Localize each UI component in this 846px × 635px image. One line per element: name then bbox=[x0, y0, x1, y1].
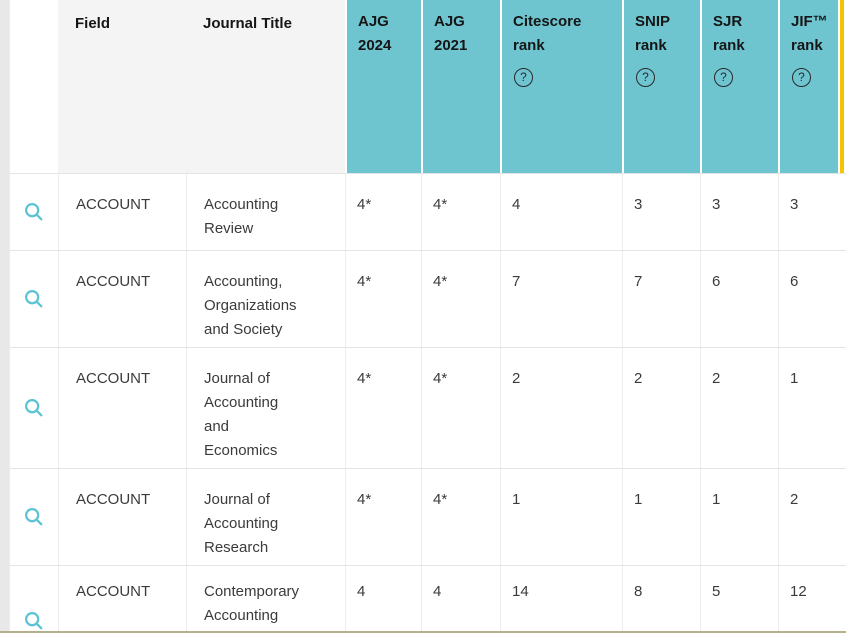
help-icon[interactable]: ? bbox=[514, 68, 533, 87]
header-label: SNIP rank bbox=[635, 13, 670, 54]
header-label: SJR rank bbox=[713, 13, 745, 54]
help-icon[interactable]: ? bbox=[636, 68, 655, 87]
jif-rank-cell: 6 bbox=[778, 251, 846, 347]
citescore-rank-cell: 1 bbox=[500, 469, 622, 565]
table-row: ACCOUNT Accounting, Organizations and So… bbox=[9, 250, 846, 347]
table-row: ACCOUNT Journal of Accounting Research 4… bbox=[9, 468, 846, 565]
field-cell: ACCOUNT bbox=[58, 348, 186, 468]
table-row: ACCOUNT Accounting Review 4* 4* 4 3 3 3 bbox=[9, 173, 846, 250]
jif-rank-cell: 12 bbox=[778, 566, 846, 635]
journal-title-cell: Journal of Accounting and Economics bbox=[186, 348, 345, 468]
row-search-cell bbox=[9, 174, 58, 250]
table-header-row: Field Journal Title AJG 2024 AJG 2021 Ci… bbox=[9, 0, 846, 173]
citescore-rank-cell: 2 bbox=[500, 348, 622, 468]
snip-rank-cell: 8 bbox=[622, 566, 700, 635]
search-icon[interactable] bbox=[22, 396, 46, 420]
ajg-2021-cell: 4* bbox=[421, 348, 500, 468]
row-search-cell bbox=[9, 566, 58, 635]
row-search-cell bbox=[9, 348, 58, 468]
ajg-2024-cell: 4* bbox=[345, 348, 421, 468]
table-body: ACCOUNT Accounting Review 4* 4* 4 3 3 3 … bbox=[9, 173, 846, 635]
ajg-2021-cell: 4 bbox=[421, 566, 500, 635]
snip-rank-cell: 7 bbox=[622, 251, 700, 347]
header-icon-spacer bbox=[9, 0, 58, 173]
ajg-2024-cell: 4* bbox=[345, 251, 421, 347]
bottom-edge bbox=[0, 633, 846, 635]
header-jif-rank: JIF™ rank ? bbox=[778, 0, 846, 173]
field-cell: ACCOUNT bbox=[58, 251, 186, 347]
help-icon[interactable]: ? bbox=[792, 68, 811, 87]
sjr-rank-cell: 1 bbox=[700, 469, 778, 565]
header-field: Field bbox=[58, 0, 186, 173]
header-sjr-rank: SJR rank ? bbox=[700, 0, 778, 173]
ajg-2021-cell: 4* bbox=[421, 174, 500, 250]
citescore-rank-cell: 14 bbox=[500, 566, 622, 635]
sjr-rank-cell: 6 bbox=[700, 251, 778, 347]
sjr-rank-cell: 3 bbox=[700, 174, 778, 250]
header-ajg-2024: AJG 2024 bbox=[345, 0, 421, 173]
journal-title-cell: Contemporary Accounting Research bbox=[186, 566, 345, 635]
header-label: JIF™ rank bbox=[791, 13, 828, 54]
search-icon[interactable] bbox=[22, 609, 46, 633]
journal-title-cell: Journal of Accounting Research bbox=[186, 469, 345, 565]
search-icon[interactable] bbox=[22, 287, 46, 311]
ajg-2024-cell: 4 bbox=[345, 566, 421, 635]
ajg-2024-cell: 4* bbox=[345, 174, 421, 250]
snip-rank-cell: 3 bbox=[622, 174, 700, 250]
journal-title-text: Accounting, Organizations and Society bbox=[204, 273, 297, 338]
journal-title-text: Journal of Accounting and Economics bbox=[204, 370, 279, 459]
field-cell: ACCOUNT bbox=[58, 566, 186, 635]
header-citescore-rank: Citescore rank ? bbox=[500, 0, 622, 173]
ajg-2024-cell: 4* bbox=[345, 469, 421, 565]
header-label: Journal Title bbox=[203, 15, 292, 32]
jif-rank-cell: 2 bbox=[778, 469, 846, 565]
field-cell: ACCOUNT bbox=[58, 469, 186, 565]
field-cell: ACCOUNT bbox=[58, 174, 186, 250]
journal-title-text: Journal of Accounting Research bbox=[204, 491, 279, 556]
ajg-2021-cell: 4* bbox=[421, 469, 500, 565]
search-icon[interactable] bbox=[22, 505, 46, 529]
table-row: ACCOUNT Journal of Accounting and Econom… bbox=[9, 347, 846, 468]
journal-title-cell: Accounting Review bbox=[186, 174, 345, 250]
row-search-cell bbox=[9, 251, 58, 347]
header-snip-rank: SNIP rank ? bbox=[622, 0, 700, 173]
jif-rank-cell: 3 bbox=[778, 174, 846, 250]
header-journal-title: Journal Title bbox=[186, 0, 345, 173]
search-icon[interactable] bbox=[22, 200, 46, 224]
sjr-rank-cell: 2 bbox=[700, 348, 778, 468]
journal-title-cell: Accounting, Organizations and Society bbox=[186, 251, 345, 347]
citescore-rank-cell: 7 bbox=[500, 251, 622, 347]
bottom-divider-bar bbox=[0, 631, 846, 633]
sjr-rank-cell: 5 bbox=[700, 566, 778, 635]
header-ajg-2021: AJG 2021 bbox=[421, 0, 500, 173]
journal-title-text: Accounting Review bbox=[204, 196, 279, 237]
snip-rank-cell: 2 bbox=[622, 348, 700, 468]
snip-rank-cell: 1 bbox=[622, 469, 700, 565]
ajg-2021-cell: 4* bbox=[421, 251, 500, 347]
journal-title-text: Contemporary Accounting Research bbox=[204, 583, 300, 635]
table-row: ACCOUNT Contemporary Accounting Research… bbox=[9, 565, 846, 635]
header-label: Citescore rank bbox=[513, 13, 582, 54]
help-icon[interactable]: ? bbox=[714, 68, 733, 87]
page-left-gutter bbox=[0, 0, 9, 635]
row-search-cell bbox=[9, 469, 58, 565]
rankings-table: Field Journal Title AJG 2024 AJG 2021 Ci… bbox=[9, 0, 846, 635]
header-edge-accent-bar bbox=[840, 0, 844, 173]
header-label: Field bbox=[75, 15, 111, 32]
header-label: AJG 2024 bbox=[358, 13, 392, 54]
jif-rank-cell: 1 bbox=[778, 348, 846, 468]
citescore-rank-cell: 4 bbox=[500, 174, 622, 250]
header-label: AJG 2021 bbox=[434, 13, 468, 54]
